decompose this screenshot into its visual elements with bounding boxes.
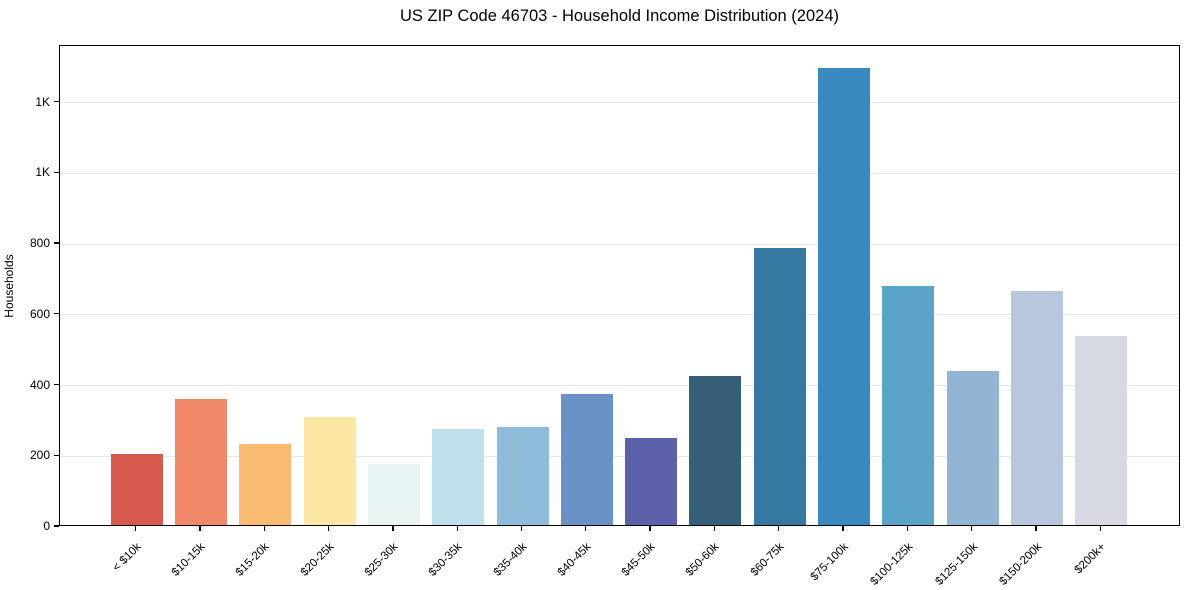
y-tick-mark xyxy=(54,383,59,386)
y-tick-mark xyxy=(54,100,59,103)
x-tick-label: $40-45k xyxy=(555,540,594,579)
y-tick-label: 400 xyxy=(29,377,50,392)
x-tick-mark xyxy=(649,526,651,531)
bar-1520k xyxy=(239,443,292,525)
x-tick-mark xyxy=(906,526,908,531)
bar-2530k xyxy=(367,463,420,525)
gridline xyxy=(60,172,1179,174)
bar-5060k xyxy=(689,376,742,525)
x-tick-label: $15-20k xyxy=(233,540,272,579)
x-tick-label: $50-60k xyxy=(683,540,722,579)
x-tick-mark xyxy=(778,526,780,531)
x-tick-mark xyxy=(585,526,587,531)
y-tick-label: 0 xyxy=(43,519,50,533)
bar-6075k xyxy=(753,248,806,525)
x-tick-mark xyxy=(520,526,523,531)
x-tick-label: $25-30k xyxy=(362,540,401,579)
x-tick-label: < $10k xyxy=(110,540,144,575)
bar-3540k xyxy=(496,426,549,525)
y-tick-label: 200 xyxy=(29,448,50,463)
x-tick-label: $60-75k xyxy=(748,540,787,579)
x-tick-label: $20-25k xyxy=(298,540,337,579)
y-tick-mark xyxy=(54,525,59,527)
x-tick-mark xyxy=(392,526,394,531)
y-tick-mark xyxy=(54,171,59,173)
x-tick-label: $30-35k xyxy=(426,540,465,579)
plot-area xyxy=(59,45,1180,526)
bar-3035k xyxy=(432,428,485,525)
y-tick-label: 1K xyxy=(35,165,50,180)
x-tick-mark xyxy=(199,526,201,531)
y-tick-label: 800 xyxy=(29,236,50,251)
bar-4045k xyxy=(560,394,613,525)
bar-200k xyxy=(1075,335,1128,525)
y-tick-mark xyxy=(54,454,59,456)
x-tick-label: $35-40k xyxy=(491,540,529,579)
bar-125150k xyxy=(946,370,999,525)
chart-title: US ZIP Code 46703 - Household Income Dis… xyxy=(399,7,839,25)
y-tick-mark xyxy=(54,242,59,244)
y-tick-mark xyxy=(54,313,59,315)
bar-4550k xyxy=(625,437,678,525)
bar-2025k xyxy=(303,416,356,525)
gridline xyxy=(60,243,1179,245)
y-tick-label: 1K xyxy=(35,94,50,109)
y-tick-label: 600 xyxy=(29,306,50,321)
gridline xyxy=(60,102,1179,104)
bar-150200k xyxy=(1010,290,1063,525)
bar-100125k xyxy=(882,285,935,525)
x-tick-mark xyxy=(842,526,844,531)
x-tick-label: $100-125k xyxy=(868,540,916,588)
x-tick-mark xyxy=(1035,526,1037,531)
bar-10k xyxy=(110,454,163,525)
x-tick-mark xyxy=(263,526,265,531)
x-tick-mark xyxy=(970,526,973,531)
x-tick-mark xyxy=(1099,526,1101,531)
x-tick-mark xyxy=(713,526,716,531)
gridline xyxy=(60,314,1179,316)
bar-1015k xyxy=(175,399,227,525)
x-tick-label: $200k+ xyxy=(1072,540,1109,577)
x-tick-label: $45-50k xyxy=(619,540,658,579)
x-tick-label: $75-100k xyxy=(808,540,851,584)
x-tick-label: $10-15k xyxy=(169,540,208,579)
x-tick-mark xyxy=(135,526,137,531)
gridline xyxy=(60,455,1179,457)
x-tick-mark xyxy=(456,526,458,531)
bar-75100k xyxy=(818,67,870,525)
x-tick-label: $150-200k xyxy=(997,540,1045,588)
gridline xyxy=(60,385,1179,387)
x-tick-mark xyxy=(327,526,330,531)
x-tick-label: $125-150k xyxy=(932,540,980,588)
